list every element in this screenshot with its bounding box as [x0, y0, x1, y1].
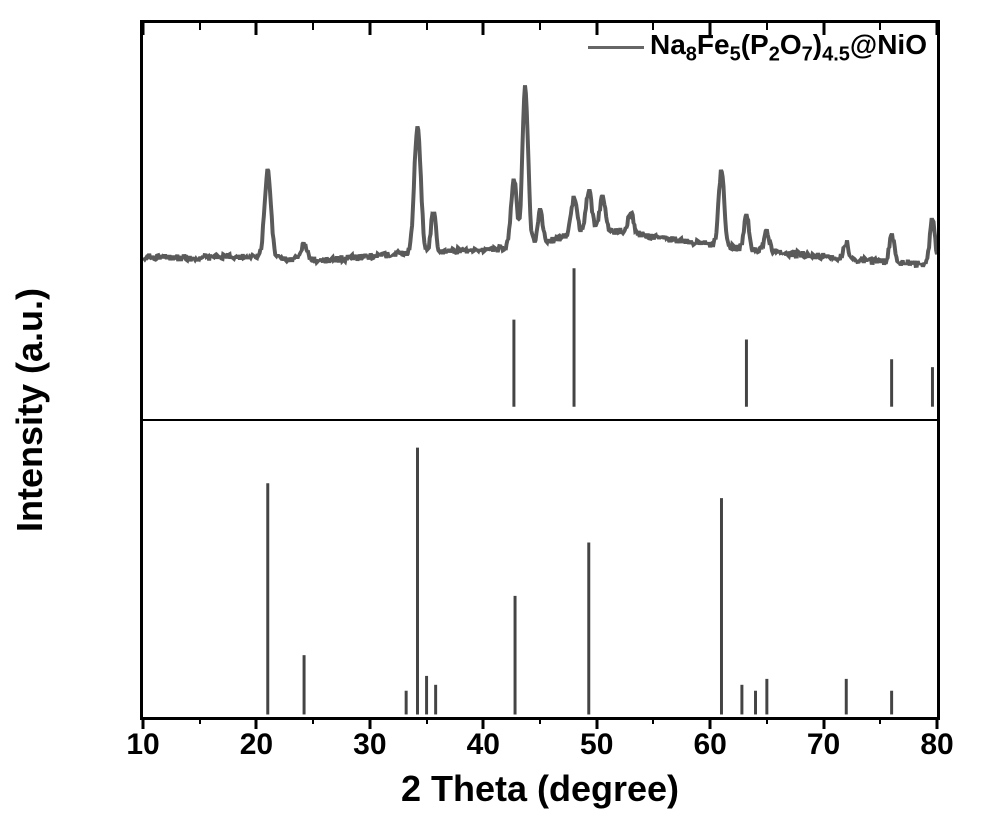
panel-top: Na8Fe5(P2O7)4.5@NiO — [143, 23, 937, 419]
y-axis-label: Intensity (a.u.) — [9, 288, 51, 532]
plot-area: 1020304050607080 Na8Fe5(P2O7)4.5@NiO — [140, 20, 940, 720]
x-tick-label: 50 — [580, 728, 613, 762]
x-tick-label: 40 — [467, 728, 500, 762]
xrd-chart: Intensity (a.u.) 1020304050607080 Na8Fe5… — [60, 20, 960, 800]
x-tick-label: 70 — [807, 728, 840, 762]
x-axis-label: 2 Theta (degree) — [401, 768, 679, 810]
reference-sticks-svg — [143, 421, 937, 717]
x-tick-label: 10 — [126, 728, 159, 762]
x-tick-label: 20 — [240, 728, 273, 762]
panel-bottom — [143, 419, 937, 717]
x-tick-label: 60 — [693, 728, 726, 762]
x-tick-label: 80 — [920, 728, 953, 762]
xrd-trace-svg — [143, 23, 937, 419]
x-tick-label: 30 — [353, 728, 386, 762]
